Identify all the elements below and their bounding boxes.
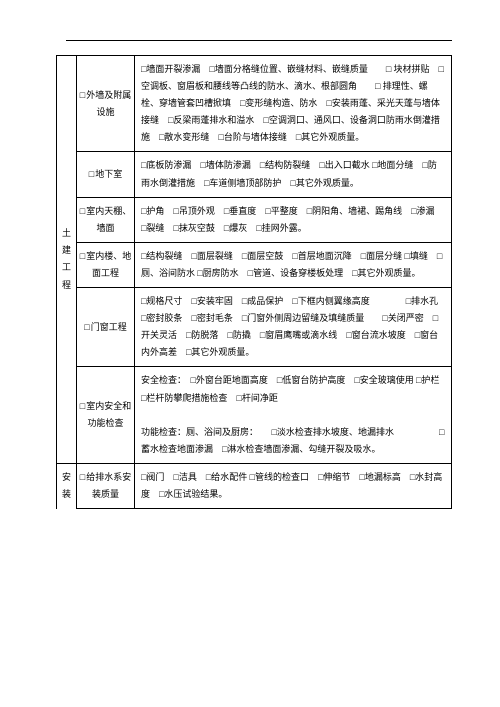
- content-text: □阀门 □洁具 □给水配件 □管线的检查口 □伸缩节 □地漏标高 □水封高度 □…: [141, 472, 442, 499]
- sub-plumbing: 给排水系安装质量: [77, 463, 135, 508]
- cat-label-2: 建: [58, 242, 75, 259]
- cat-label-1: 土: [58, 225, 75, 242]
- content-text: □护角 □吊顶外观 □垂直度 □平整度 □阴阳角、墙裙、踢角线 □渗漏 □裂缝 …: [141, 206, 444, 233]
- sub-doors-windows: 门窗工程: [77, 288, 135, 367]
- sub-label: 室内楼、地面工程: [86, 251, 131, 278]
- sub-indoor-safety: 室内安全和功能检查: [77, 367, 135, 463]
- sub-floor: 室内楼、地面工程: [77, 242, 135, 287]
- category-install: 安 装: [57, 463, 77, 508]
- cat-label-2: 装: [58, 486, 75, 503]
- sub-basement: 地下室: [77, 152, 135, 197]
- content-ceiling-wall: □护角 □吊顶外观 □垂直度 □平整度 □阴阳角、墙裙、踢角线 □渗漏 □裂缝 …: [135, 197, 452, 242]
- content-text: 安全检查： □外窗台距地面高度 □低窗台防护高度 □安全玻璃使用 □护栏 □栏杆…: [141, 375, 449, 453]
- cat-label-3: 工: [58, 259, 75, 276]
- sub-label: 给排水系安装质量: [86, 472, 131, 499]
- sub-label: 室内天棚、墙面: [86, 206, 131, 233]
- content-indoor-safety: 安全检查： □外窗台距地面高度 □低窗台防护高度 □安全玻璃使用 □护栏 □栏杆…: [135, 367, 452, 463]
- sub-label: 外墙及附属设施: [86, 90, 131, 117]
- content-plumbing: □阀门 □洁具 □给水配件 □管线的检查口 □伸缩节 □地漏标高 □水封高度 □…: [135, 463, 452, 508]
- sub-ceiling-wall: 室内天棚、墙面: [77, 197, 135, 242]
- cat-label-4: 程: [58, 277, 75, 294]
- cat-label-1: 安: [58, 469, 75, 486]
- sub-label: 门窗工程: [91, 322, 127, 332]
- content-basement: □底板防渗漏 □墙体防渗漏 □结构防裂缝 □出入口截水 □地面分缝 □防雨水倒灌…: [135, 152, 452, 197]
- category-construction: 土 建 工 程: [57, 56, 77, 464]
- content-text: □规格尺寸 □安装牢固 □成品保护 □下框内侧翼缘高度 □排水孔 □密封胶条 □…: [141, 296, 447, 357]
- sub-exterior-wall: 外墙及附属设施: [77, 56, 135, 152]
- content-doors-windows: □规格尺寸 □安装牢固 □成品保护 □下框内侧翼缘高度 □排水孔 □密封胶条 □…: [135, 288, 452, 367]
- sub-label: 室内安全和功能检查: [86, 401, 131, 428]
- content-text: □结构裂缝 □面层裂缝 □面层空鼓 □首层地面沉降 □面层分缝 □填缝 □厕、浴…: [141, 251, 442, 278]
- content-exterior-wall: □墙面开裂渗漏 □墙面分格缝位置、嵌缝材料、嵌缝质量 □ 块材拼贴 □空调板、窗…: [135, 56, 452, 152]
- content-text: □墙面开裂渗漏 □墙面分格缝位置、嵌缝材料、嵌缝质量 □ 块材拼贴 □空调板、窗…: [141, 64, 444, 142]
- content-text: □底板防渗漏 □墙体防渗漏 □结构防裂缝 □出入口截水 □地面分缝 □防雨水倒灌…: [141, 160, 437, 187]
- sub-label: 地下室: [95, 169, 122, 179]
- content-floor: □结构裂缝 □面层裂缝 □面层空鼓 □首层地面沉降 □面层分缝 □填缝 □厕、浴…: [135, 242, 452, 287]
